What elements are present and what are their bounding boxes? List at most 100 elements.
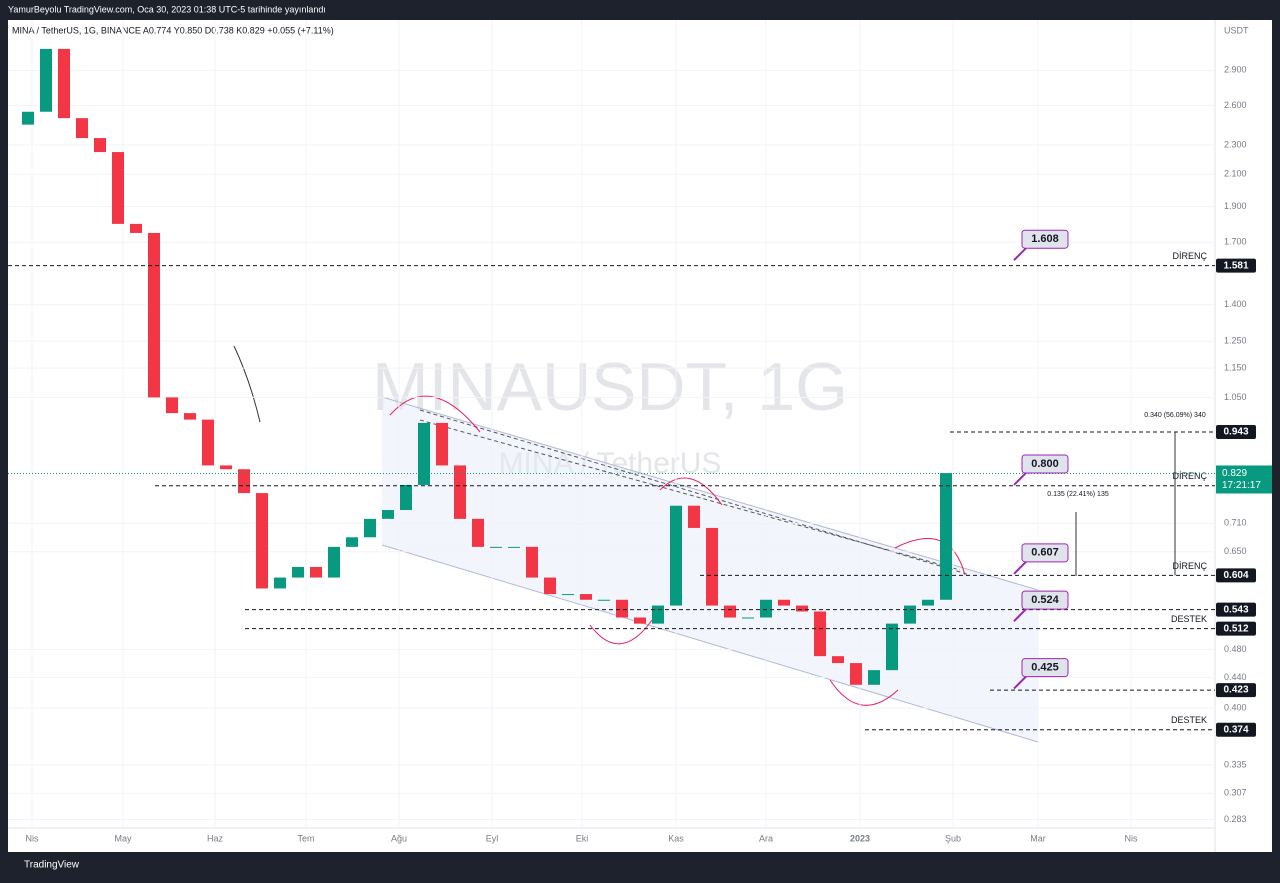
x-tick-label: Eyl [486, 833, 499, 843]
candle-body [292, 566, 304, 578]
candle-body [760, 599, 772, 618]
level-note: DİRENÇ [1172, 471, 1207, 481]
candle-body [562, 594, 574, 596]
candle-body [850, 663, 862, 685]
bubble-label: 0.607 [1031, 547, 1059, 559]
footer: TradingView [24, 860, 80, 871]
x-tick-label: Haz [207, 833, 224, 843]
level-label: 0.604 [1223, 570, 1248, 581]
y-tick-label: 2.300 [1224, 139, 1247, 149]
x-tick-label: Ağu [391, 833, 407, 843]
candle-body [40, 48, 52, 112]
y-tick-label: 0.307 [1224, 788, 1247, 798]
channel-bottom [381, 544, 1039, 743]
candle-body [814, 611, 826, 657]
y-tick-label: 0.283 [1224, 814, 1247, 824]
watermark-title: MINAUSDT, 1G [372, 349, 848, 425]
bubble-label: 0.425 [1031, 661, 1059, 673]
level-box [1216, 568, 1256, 583]
candle-body [454, 465, 466, 519]
candle-body [940, 473, 952, 600]
bubble [1021, 454, 1069, 474]
candle-body [634, 617, 646, 624]
y-tick-label: 1.900 [1224, 201, 1247, 211]
x-tick-label: Eki [576, 833, 589, 843]
y-tick-label: 2.100 [1224, 169, 1247, 179]
candle-body [436, 422, 448, 466]
candle-body [22, 111, 34, 125]
y-tick-label: 0.650 [1224, 546, 1247, 556]
header: YamurBeyolu TradingView.com, Oca 30, 202… [8, 4, 326, 14]
candle-body [148, 232, 160, 398]
candle-body [598, 599, 610, 601]
bubble [1021, 543, 1069, 563]
trendline [419, 409, 971, 576]
footer-bar [0, 852, 1280, 878]
level-label: 1.581 [1223, 260, 1248, 271]
y-tick-label: 0.710 [1224, 518, 1247, 528]
candle-body [310, 566, 322, 578]
candle-body [688, 505, 700, 528]
candle-body [94, 138, 106, 153]
last-price: 0.829 [1222, 468, 1247, 479]
candle-body [400, 484, 412, 511]
candle-body [508, 546, 520, 548]
highlight-arc [389, 395, 966, 706]
candle-body [724, 605, 736, 618]
candle-body [202, 419, 214, 466]
y-tick-label: 1.250 [1224, 336, 1247, 346]
level-box [1216, 722, 1256, 737]
candle-body [328, 546, 340, 578]
candle-body [184, 413, 196, 420]
y-tick-label: 1.700 [1224, 237, 1247, 247]
measure-label: 0.135 (22.41%) 135 [1047, 491, 1109, 498]
level-note: DESTEK [1171, 715, 1207, 725]
x-tick-label: Nis [1125, 833, 1138, 843]
level-box [1216, 602, 1256, 617]
candle-body [274, 577, 286, 589]
x-tick-label: Tem [297, 833, 314, 843]
bubble [1021, 590, 1069, 610]
candle-body [490, 546, 502, 548]
candle-body [922, 599, 934, 606]
candle-body [670, 505, 682, 606]
trendline [419, 419, 961, 571]
x-tick-label: Ara [759, 833, 773, 843]
candle-body [256, 493, 268, 589]
candle-body [832, 656, 844, 664]
candle-body [616, 599, 628, 618]
level-label: 0.374 [1223, 724, 1248, 735]
bubble [1021, 658, 1069, 678]
candle-body [418, 422, 430, 485]
x-tick-label: Kas [668, 833, 684, 843]
candle-body [868, 670, 880, 685]
y-tick-label: 1.050 [1224, 392, 1247, 402]
x-tick-label: May [114, 833, 132, 843]
candle-body [472, 518, 484, 547]
arrow [233, 345, 261, 423]
x-tick-label: Mar [1030, 833, 1046, 843]
level-label: 0.512 [1223, 623, 1248, 634]
candle-body [580, 594, 592, 600]
level-box [1216, 683, 1256, 698]
measure-label: 0.340 (56.09%) 340 [1144, 412, 1206, 419]
legend: MINA / TetherUS, 1G, BINANCE A0.774 Y0.8… [12, 25, 334, 35]
candle-body [544, 577, 556, 595]
candle-body [346, 537, 358, 547]
candle-body [382, 510, 394, 519]
candle-body [796, 605, 808, 612]
candle-body [364, 518, 376, 538]
y-tick-label: 0.335 [1224, 760, 1247, 770]
x-tick-label: 2023 [850, 833, 870, 843]
level-note: DİRENÇ [1172, 561, 1207, 571]
candle-body [76, 118, 88, 139]
candle-body [238, 469, 250, 494]
candle-body [706, 527, 718, 606]
countdown: 17:21:17 [1222, 480, 1261, 491]
level-label: 0.943 [1223, 427, 1248, 438]
y-tick-label: 1.150 [1224, 362, 1247, 372]
bubble [1021, 229, 1069, 249]
candle-body [58, 48, 70, 119]
candle-body [904, 605, 916, 624]
